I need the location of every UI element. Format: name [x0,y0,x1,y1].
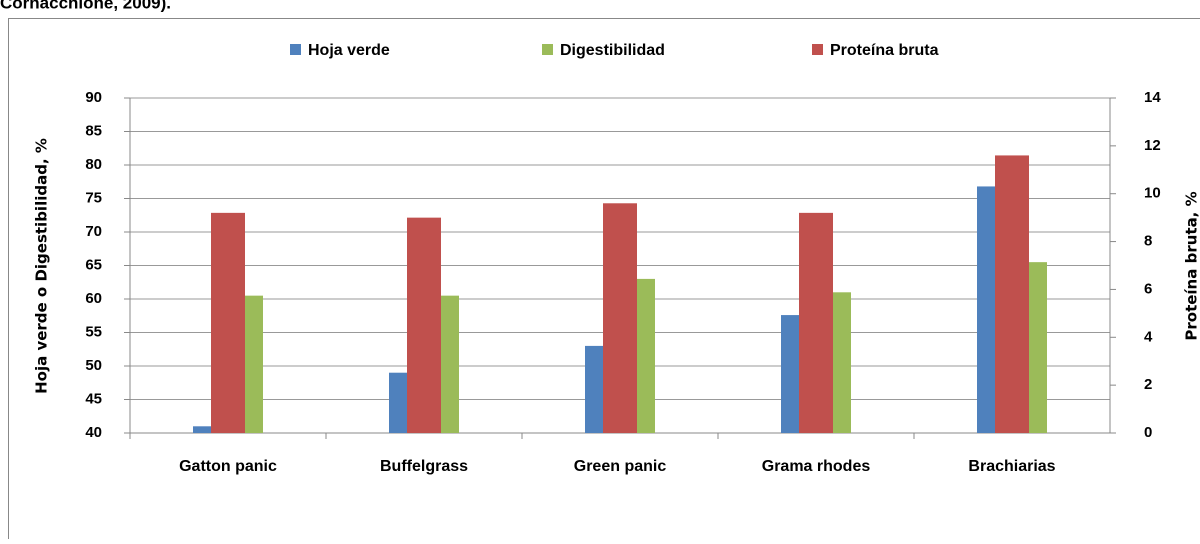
x-tick-label: Grama rhodes [762,458,871,475]
bar [193,426,211,433]
legend-swatch [812,44,823,55]
y2-tick-label: 4 [1144,328,1153,345]
y-tick-label: 85 [85,122,102,139]
bar [389,373,407,433]
y-tick-label: 65 [85,256,102,273]
y2-tick-label: 6 [1144,280,1152,297]
y-tick-label: 70 [85,223,102,240]
bar [637,279,655,433]
legend-swatch [290,44,301,55]
y-tick-label: 40 [85,424,102,441]
legend-label: Proteína bruta [830,42,939,59]
y-tick-label: 45 [85,390,102,407]
bar [799,213,833,433]
y2-tick-label: 12 [1144,137,1161,154]
y2-tick-label: 8 [1144,233,1152,250]
bar [781,315,799,433]
bar [585,346,603,433]
bar [833,292,851,433]
y2-tick-label: 0 [1144,424,1152,441]
x-tick-label: Gatton panic [179,458,277,475]
bar [1029,262,1047,433]
y-tick-label: 90 [85,89,102,106]
y-tick-label: 50 [85,357,102,374]
x-tick-label: Green panic [574,458,667,475]
y2-tick-label: 10 [1144,185,1161,202]
bar [407,218,441,433]
bar [603,203,637,433]
caption: Cornacchione, 2009). [0,0,171,12]
y-tick-label: 80 [85,156,102,173]
legend-swatch [542,44,553,55]
bar [995,155,1029,433]
y-tick-label: 55 [85,323,102,340]
y2-axis-title: Proteína bruta, % [1183,191,1200,340]
legend-label: Digestibilidad [560,42,665,59]
bar [977,186,995,433]
legend-label: Hoja verde [308,42,390,59]
x-tick-label: Brachiarias [968,458,1055,475]
y-tick-label: 60 [85,290,102,307]
bar [441,296,459,433]
x-tick-label: Buffelgrass [380,458,468,475]
y-tick-label: 75 [85,189,102,206]
bar [245,296,263,433]
y-axis-title: Hoja verde o Digestibilidad, % [33,138,51,394]
y2-tick-label: 14 [1144,89,1161,106]
y2-tick-label: 2 [1144,376,1152,393]
bar [211,213,245,433]
